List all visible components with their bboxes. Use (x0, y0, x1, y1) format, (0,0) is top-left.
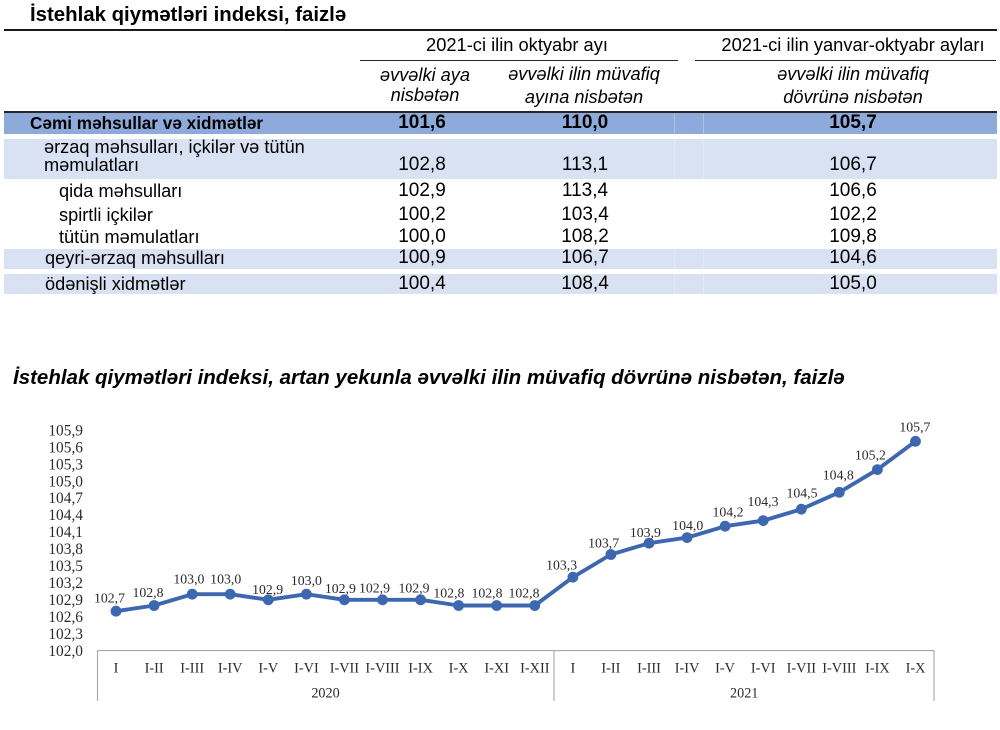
svg-text:105,0: 105,0 (48, 473, 83, 490)
svg-text:104,8: 104,8 (823, 467, 854, 482)
svg-text:I-VII: I-VII (787, 661, 817, 677)
svg-text:103,0: 103,0 (291, 573, 322, 588)
svg-text:I-IX: I-IX (408, 661, 433, 677)
svg-text:102,9: 102,9 (359, 581, 390, 596)
svg-text:102,7: 102,7 (94, 591, 125, 606)
svg-text:105,3: 105,3 (48, 456, 83, 473)
svg-text:I-II: I-II (601, 661, 620, 677)
svg-text:105,2: 105,2 (855, 447, 886, 462)
svg-text:102,9: 102,9 (325, 581, 356, 596)
svg-text:I-III: I-III (180, 661, 204, 677)
svg-text:102,8: 102,8 (433, 586, 464, 601)
svg-text:2021: 2021 (730, 686, 758, 702)
svg-text:I-X: I-X (449, 661, 470, 677)
svg-text:102,9: 102,9 (398, 580, 429, 595)
svg-text:103,0: 103,0 (173, 572, 204, 587)
svg-text:103,5: 103,5 (48, 558, 83, 575)
svg-text:I-XII: I-XII (520, 661, 550, 677)
svg-text:102,6: 102,6 (48, 609, 83, 626)
svg-text:102,9: 102,9 (252, 582, 283, 597)
svg-text:103,0: 103,0 (210, 572, 241, 587)
svg-text:102,8: 102,8 (508, 586, 539, 601)
svg-text:104,7: 104,7 (48, 490, 83, 507)
svg-text:104,3: 104,3 (747, 494, 778, 509)
svg-text:105,7: 105,7 (899, 420, 930, 435)
svg-text:I-V: I-V (258, 661, 279, 677)
svg-text:I-VIII: I-VIII (822, 661, 856, 677)
svg-text:104,1: 104,1 (48, 524, 83, 541)
svg-text:105,6: 105,6 (48, 439, 83, 456)
svg-text:105,9: 105,9 (48, 422, 83, 439)
svg-text:I-VII: I-VII (330, 661, 360, 677)
svg-text:103,9: 103,9 (630, 525, 661, 540)
svg-text:104,4: 104,4 (48, 507, 83, 524)
svg-text:I-VI: I-VI (294, 661, 319, 677)
svg-text:102,9: 102,9 (48, 592, 83, 609)
svg-text:104,0: 104,0 (672, 518, 703, 533)
svg-text:I-VI: I-VI (751, 661, 776, 677)
svg-text:104,2: 104,2 (712, 504, 743, 519)
svg-text:103,3: 103,3 (546, 558, 577, 573)
svg-text:I-IX: I-IX (865, 661, 890, 677)
svg-text:104,5: 104,5 (786, 486, 817, 501)
svg-text:103,7: 103,7 (588, 535, 619, 550)
svg-text:I-IV: I-IV (218, 661, 243, 677)
svg-text:102,3: 102,3 (48, 626, 83, 643)
svg-text:I: I (114, 661, 119, 677)
svg-text:102,0: 102,0 (48, 643, 83, 660)
svg-text:102,8: 102,8 (471, 586, 502, 601)
svg-text:103,2: 103,2 (48, 575, 83, 592)
svg-text:I-V: I-V (715, 661, 736, 677)
svg-text:I-VIII: I-VIII (365, 661, 399, 677)
svg-text:I-X: I-X (906, 661, 927, 677)
svg-text:I-II: I-II (145, 661, 164, 677)
svg-text:I: I (571, 661, 576, 677)
svg-text:2020: 2020 (311, 686, 339, 702)
svg-text:I-XI: I-XI (484, 661, 509, 677)
svg-text:103,8: 103,8 (48, 541, 83, 558)
svg-text:I-III: I-III (637, 661, 661, 677)
svg-text:I-IV: I-IV (675, 661, 700, 677)
svg-text:102,8: 102,8 (132, 585, 163, 600)
